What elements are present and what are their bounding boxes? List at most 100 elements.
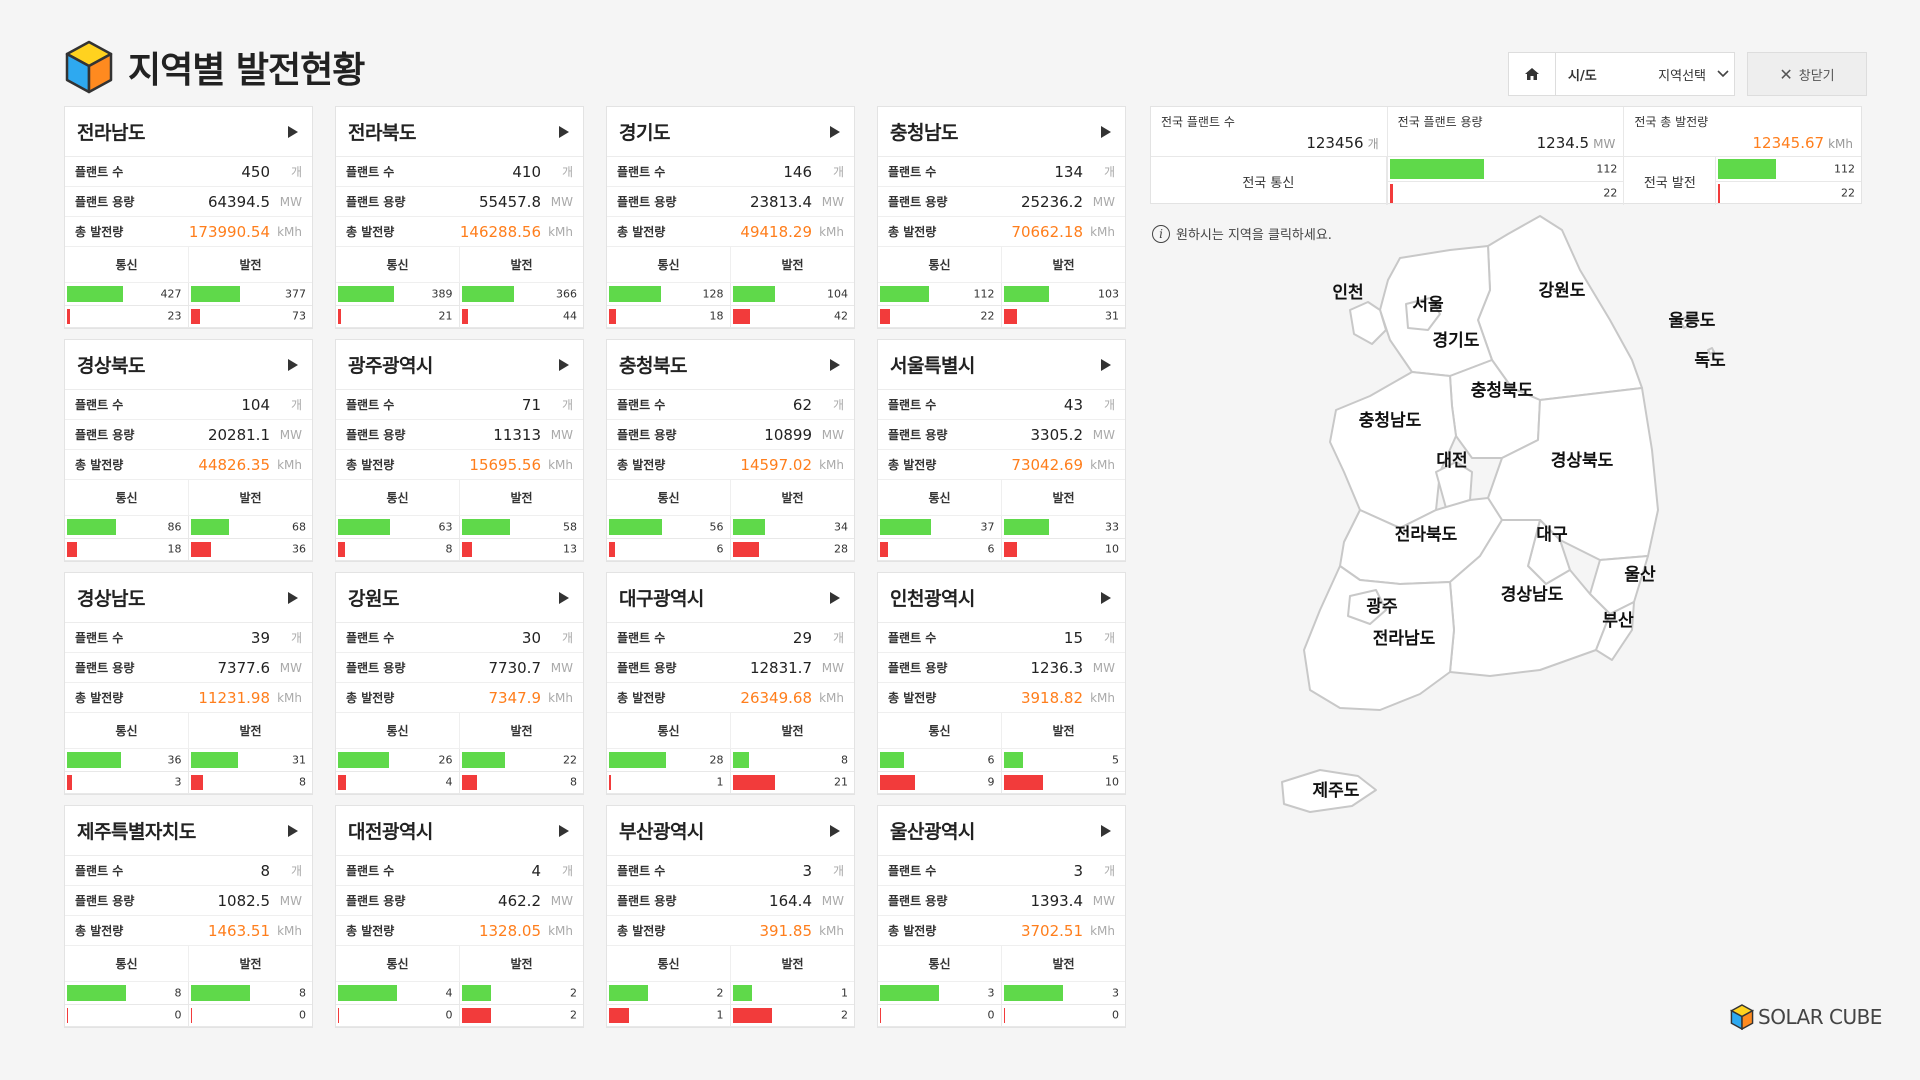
play-arrow-icon[interactable] (830, 125, 840, 138)
region-card[interactable]: 경상북도 플랜트 수 104 개 플랜트 용량 20281.1 MW 총 발전량 44826.3… (64, 339, 313, 562)
region-card[interactable]: 충청남도 플랜트 수 134 개 플랜트 용량 25236.2 MW 총 발전량 70662.1… (877, 106, 1126, 329)
map-region-incheon[interactable] (1349, 301, 1387, 345)
region-card[interactable]: 충청북도 플랜트 수 62 개 플랜트 용량 10899 MW 총 발전량 14597.02 kM… (606, 339, 855, 562)
map-label-gyeongnam[interactable]: 경상남도 (1501, 585, 1564, 605)
map-label-gangwon[interactable]: 강원도 (1539, 281, 1586, 301)
region-card-header[interactable]: 강원도 (336, 573, 583, 623)
stat-row-plant-capacity: 플랜트 용량 7377.6 MW (65, 653, 312, 683)
comm-err-bar-fill (338, 774, 346, 790)
stat-unit: MW (1092, 194, 1115, 209)
map-region-chungnam[interactable] (1329, 371, 1457, 529)
region-card[interactable]: 대전광역시 플랜트 수 4 개 플랜트 용량 462.2 MW 총 발전량 1328.05 kMh… (335, 805, 584, 1028)
map-label-busan[interactable]: 부산 (1602, 611, 1634, 631)
region-card[interactable]: 경기도 플랜트 수 146 개 플랜트 용량 23813.4 MW 총 발전량 49418.29… (606, 106, 855, 329)
home-button[interactable] (1508, 52, 1556, 96)
region-card-header[interactable]: 대전광역시 (336, 806, 583, 856)
stat-row-plant-capacity: 플랜트 용량 12831.7 MW (607, 653, 854, 683)
map-label-seoul[interactable]: 서울 (1412, 295, 1444, 315)
map-label-ulleung[interactable]: 울릉도 (1669, 311, 1716, 331)
play-arrow-icon[interactable] (1101, 591, 1111, 604)
region-card-header[interactable]: 경기도 (607, 107, 854, 157)
comm-err-bar-fill (880, 541, 889, 557)
region-card[interactable]: 인천광역시 플랜트 수 15 개 플랜트 용량 1236.3 MW 총 발전량 3918.82 k… (877, 572, 1126, 795)
map-label-daegu[interactable]: 대구 (1536, 525, 1568, 545)
region-select[interactable]: 시/도 지역선택 (1556, 52, 1735, 96)
play-arrow-icon[interactable] (559, 824, 569, 837)
region-card-header[interactable]: 경상북도 (65, 340, 312, 390)
play-arrow-icon[interactable] (288, 824, 298, 837)
region-card[interactable]: 전라남도 플랜트 수 450 개 플랜트 용량 64394.5 MW 총 발전량 173990.… (64, 106, 313, 329)
map-label-gwangju[interactable]: 광주 (1366, 597, 1398, 617)
map-label-daejeon[interactable]: 대전 (1436, 451, 1467, 471)
region-card[interactable]: 부산광역시 플랜트 수 3 개 플랜트 용량 164.4 MW 총 발전량 391.85 kMh 통… (606, 805, 855, 1028)
map-label-chungnam[interactable]: 충청남도 (1359, 410, 1422, 431)
region-card-header[interactable]: 전라북도 (336, 107, 583, 157)
map-region-busan[interactable] (1595, 601, 1635, 661)
region-card-header[interactable]: 울산광역시 (878, 806, 1125, 856)
region-card[interactable]: 제주특별자치도 플랜트 수 8 개 플랜트 용량 1082.5 MW 총 발전량 1463.51… (64, 805, 313, 1028)
region-card[interactable]: 경상남도 플랜트 수 39 개 플랜트 용량 7377.6 MW 총 발전량 11231.98 k… (64, 572, 313, 795)
status-subheader: 통신 발전 (65, 480, 312, 516)
comm-ok-bar-fill (609, 985, 649, 1001)
play-arrow-icon[interactable] (559, 125, 569, 138)
play-arrow-icon[interactable] (559, 591, 569, 604)
summary-comm-bar-stack: 112 22 (1387, 157, 1624, 205)
region-card-header[interactable]: 충청북도 (607, 340, 854, 390)
comm-err-bar: 18 (65, 538, 189, 561)
comm-err-bar: 6 (878, 538, 1002, 561)
region-card-header[interactable]: 대구광역시 (607, 573, 854, 623)
comm-err-bar-value: 9 (987, 775, 995, 789)
stat-value: 43 (1063, 395, 1083, 414)
play-arrow-icon[interactable] (288, 358, 298, 371)
map-region-seoul[interactable] (1405, 297, 1441, 331)
comm-ok-bar: 427 (65, 283, 189, 306)
play-arrow-icon[interactable] (288, 125, 298, 138)
play-arrow-icon[interactable] (288, 591, 298, 604)
stat-row-plant-capacity: 플랜트 용량 25236.2 MW (878, 187, 1125, 217)
play-arrow-icon[interactable] (1101, 824, 1111, 837)
play-arrow-icon[interactable] (1101, 125, 1111, 138)
region-card[interactable]: 강원도 플랜트 수 30 개 플랜트 용량 7730.7 MW 총 발전량 7347.9 kMh 통… (335, 572, 584, 795)
stat-value: 20281.1 (207, 425, 270, 444)
region-card-header[interactable]: 전라남도 (65, 107, 312, 157)
region-card[interactable]: 광주광역시 플랜트 수 71 개 플랜트 용량 11313 MW 총 발전량 15695.56 k… (335, 339, 584, 562)
map-region-dokdo[interactable] (1707, 347, 1715, 355)
comm-err-bar-value: 18 (167, 542, 182, 556)
play-arrow-icon[interactable] (559, 358, 569, 371)
region-card[interactable]: 울산광역시 플랜트 수 3 개 플랜트 용량 1393.4 MW 총 발전량 3702.51 kM… (877, 805, 1126, 1028)
region-card-header[interactable]: 광주광역시 (336, 340, 583, 390)
map-label-jeju[interactable]: 제주도 (1313, 781, 1360, 801)
status-bars: 37 33 6 10 (878, 516, 1125, 561)
status-bars: 36 31 3 8 (65, 749, 312, 794)
region-card-header[interactable]: 서울특별시 (878, 340, 1125, 390)
region-card-header[interactable]: 경상남도 (65, 573, 312, 623)
map-region-gwangju[interactable] (1347, 589, 1387, 625)
map-label-incheon[interactable]: 인천 (1332, 283, 1363, 303)
map-label-ulsan[interactable]: 울산 (1624, 565, 1656, 585)
region-card[interactable]: 서울특별시 플랜트 수 43 개 플랜트 용량 3305.2 MW 총 발전량 73042.69… (877, 339, 1126, 562)
map-region-ulleung[interactable] (1679, 315, 1693, 329)
map-label-jeonbuk[interactable]: 전라북도 (1395, 525, 1458, 545)
region-card-header[interactable]: 제주특별자치도 (65, 806, 312, 856)
region-card-header[interactable]: 부산광역시 (607, 806, 854, 856)
play-arrow-icon[interactable] (1101, 358, 1111, 371)
map-region-jeju[interactable] (1281, 769, 1377, 813)
map-label-jeonnam[interactable]: 전라남도 (1373, 629, 1436, 649)
comm-ok-bar: 37 (878, 516, 1002, 539)
map-label-gyeonggi[interactable]: 경기도 (1433, 331, 1480, 351)
play-arrow-icon[interactable] (830, 358, 840, 371)
comm-header: 통신 (336, 713, 460, 748)
map-region-gangwon[interactable] (1477, 215, 1643, 401)
close-window-button[interactable]: ✕ 창닫기 (1747, 52, 1867, 96)
map-label-chungbuk[interactable]: 충청북도 (1471, 380, 1534, 401)
map-region-daejeon[interactable] (1435, 461, 1473, 509)
play-arrow-icon[interactable] (830, 824, 840, 837)
play-arrow-icon[interactable] (830, 591, 840, 604)
map-region-jeonnam[interactable] (1303, 565, 1455, 711)
map-label-gyeongbuk[interactable]: 경상북도 (1551, 451, 1614, 471)
region-card[interactable]: 전라북도 플랜트 수 410 개 플랜트 용량 55457.8 MW 총 발전량 146288.… (335, 106, 584, 329)
region-card[interactable]: 대구광역시 플랜트 수 29 개 플랜트 용량 12831.7 MW 총 발전량 26349.6… (606, 572, 855, 795)
region-card-header[interactable]: 충청남도 (878, 107, 1125, 157)
region-card-header[interactable]: 인천광역시 (878, 573, 1125, 623)
map-label-dokdo[interactable]: 독도 (1694, 351, 1726, 371)
